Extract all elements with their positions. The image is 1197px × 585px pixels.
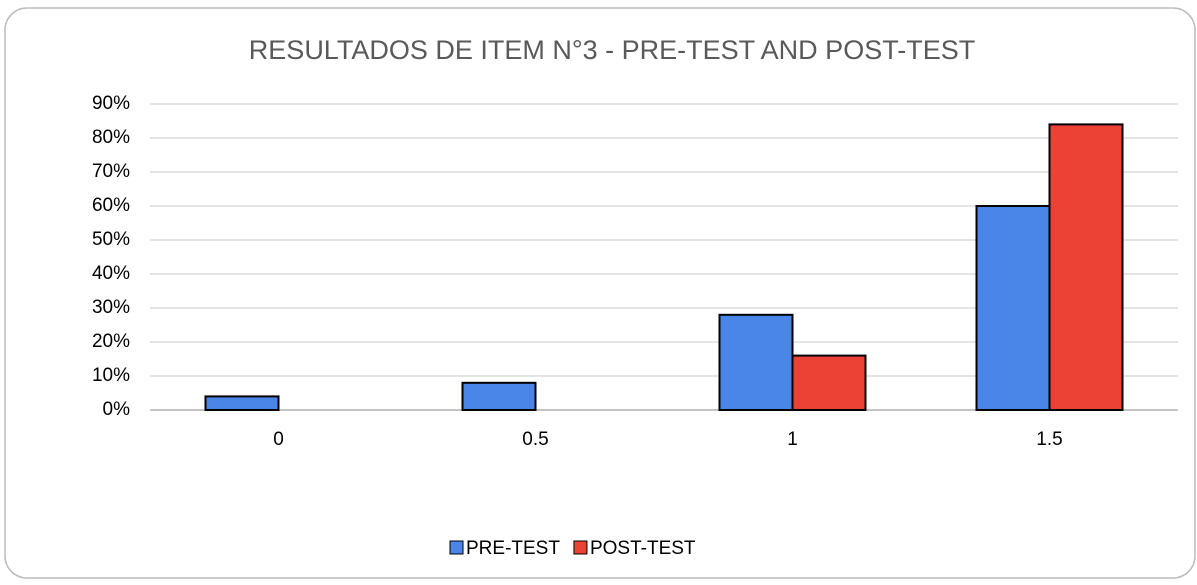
y-tick-label: 10% xyxy=(92,365,130,386)
x-tick-label: 0.5 xyxy=(522,429,548,450)
legend-label: POST-TEST xyxy=(590,538,696,559)
bar xyxy=(1048,123,1124,412)
legend-swatch xyxy=(449,540,464,555)
bar xyxy=(204,395,280,411)
legend-label: PRE-TEST xyxy=(466,538,560,559)
y-tick-label: 40% xyxy=(92,263,130,284)
y-tick-label: 30% xyxy=(92,297,130,318)
y-tick-label: 80% xyxy=(92,127,130,148)
chart-frame xyxy=(4,7,1196,579)
bar xyxy=(791,354,867,412)
x-tick-label: 1.5 xyxy=(1036,429,1062,450)
x-tick-label: 0 xyxy=(273,429,284,450)
x-tick-label: 1 xyxy=(787,429,798,450)
chart-title: RESULTADOS DE ITEM N°3 - PRE-TEST AND PO… xyxy=(249,35,975,65)
bar xyxy=(461,381,537,411)
y-tick-label: 60% xyxy=(92,195,130,216)
y-tick-label: 50% xyxy=(92,229,130,250)
legend-swatch xyxy=(573,540,588,555)
y-tick-label: 70% xyxy=(92,161,130,182)
y-tick-label: 20% xyxy=(92,331,130,352)
y-tick-label: 0% xyxy=(103,399,131,420)
bar xyxy=(718,313,794,411)
bar xyxy=(975,205,1051,411)
y-tick-label: 90% xyxy=(92,93,130,114)
